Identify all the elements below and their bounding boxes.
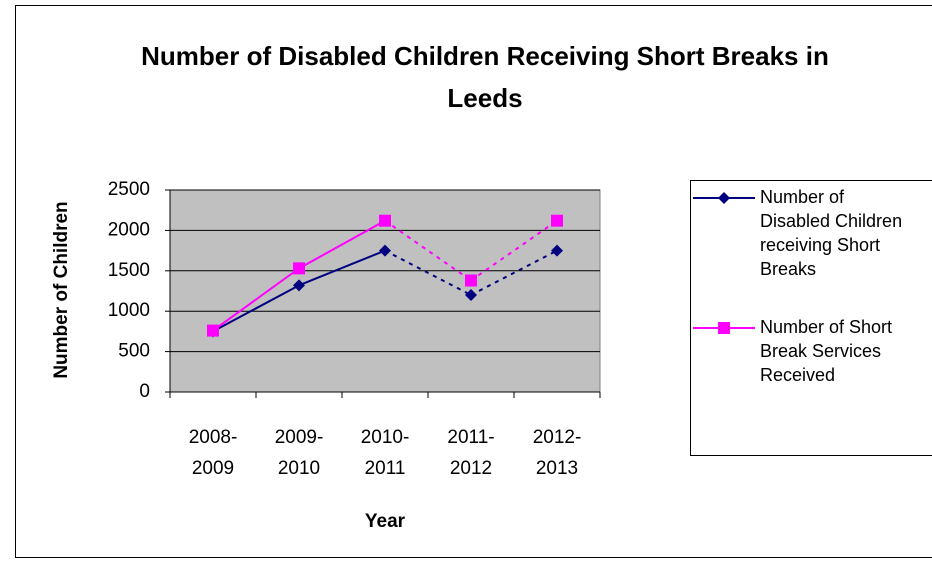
square-marker bbox=[379, 214, 391, 227]
y-tick-label: 1000 bbox=[108, 300, 150, 321]
series-segment bbox=[212, 284, 300, 333]
square-marker bbox=[551, 214, 563, 227]
x-tick-label: 2011-2012 bbox=[447, 427, 494, 479]
series-segment bbox=[298, 249, 386, 287]
y-axis-title: Number of Children bbox=[51, 201, 72, 378]
series-segment bbox=[470, 249, 558, 296]
y-tick-label: 2000 bbox=[108, 219, 150, 240]
series-segment bbox=[384, 249, 472, 296]
legend-box bbox=[690, 180, 932, 456]
x-tick-label: 2009-2010 bbox=[275, 427, 324, 479]
diamond-marker bbox=[293, 279, 305, 292]
x-axis-title: Year bbox=[365, 511, 406, 532]
x-tick-label: 2008-2009 bbox=[189, 427, 238, 479]
series-segment bbox=[212, 267, 300, 332]
diamond-marker bbox=[379, 244, 391, 257]
diamond-marker bbox=[718, 192, 730, 204]
x-tick-label: 2010-2011 bbox=[361, 427, 410, 479]
y-tick-label: 1500 bbox=[108, 260, 150, 281]
square-marker bbox=[465, 274, 477, 287]
x-tick-label: 2012-2013 bbox=[533, 427, 582, 479]
y-tick-label: 2500 bbox=[108, 179, 150, 200]
diamond-marker bbox=[551, 244, 563, 257]
square-marker bbox=[718, 322, 730, 334]
diamond-marker bbox=[465, 289, 477, 302]
y-tick-label: 500 bbox=[118, 341, 150, 362]
y-tick-label: 0 bbox=[139, 381, 150, 402]
legend-label: Number of Short Break Services Received bbox=[760, 317, 892, 385]
square-marker bbox=[293, 262, 305, 275]
square-marker bbox=[207, 324, 219, 337]
chart-title: Number of Disabled Children Receiving Sh… bbox=[141, 41, 829, 113]
legend-label: Number of Disabled Children receiving Shor… bbox=[760, 187, 902, 279]
series-segment bbox=[298, 219, 386, 270]
